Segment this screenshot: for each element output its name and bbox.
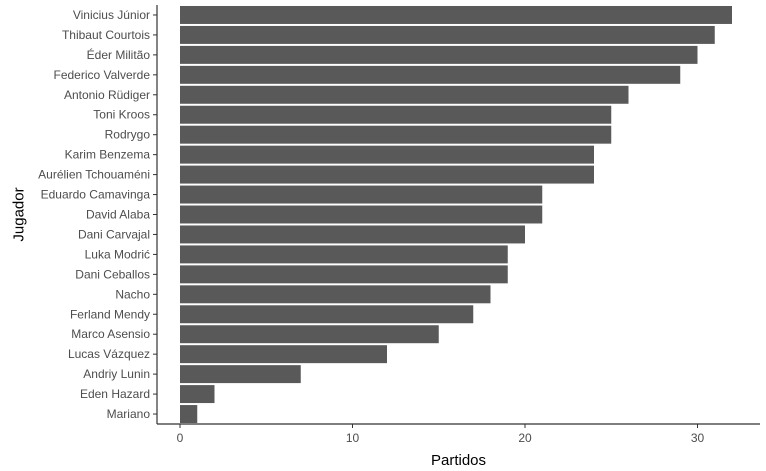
y-axis-title: Jugador [10, 187, 27, 241]
x-tick-label: 10 [346, 431, 360, 445]
y-tick-label: Nacho [115, 287, 150, 301]
x-tick-label: 20 [518, 431, 532, 445]
bar [180, 285, 491, 304]
y-tick-label: Vinicius Júnior [73, 8, 150, 22]
x-tick-label: 30 [691, 431, 705, 445]
x-tick-label: 0 [177, 431, 184, 445]
bar [180, 305, 474, 324]
y-tick-label: Toni Kroos [93, 108, 150, 122]
y-tick-label: Eduardo Camavinga [41, 188, 151, 202]
bar [180, 125, 612, 144]
y-tick-label: Antonio Rüdiger [64, 88, 150, 102]
bars-group [180, 5, 732, 424]
bar [180, 5, 732, 24]
y-tick-label: Marco Asensio [71, 327, 150, 341]
y-tick-label: Luka Modrić [85, 247, 150, 261]
y-tick-label: Aurélien Tchouaméni [38, 168, 150, 182]
y-tick-label: David Alaba [86, 208, 150, 222]
bar [180, 385, 215, 404]
y-tick-label: Ferland Mendy [70, 307, 150, 321]
bar [180, 265, 508, 284]
bar [180, 185, 543, 204]
bar [180, 105, 612, 124]
bar [180, 65, 681, 84]
y-tick-label: Federico Valverde [54, 68, 151, 82]
bar [180, 345, 387, 364]
y-axis: Vinicius Júnior Thibaut Courtois Éder Mili… [38, 5, 158, 424]
y-tick-label: Dani Ceballos [75, 267, 150, 281]
x-axis: 0 10 20 30 [157, 423, 760, 445]
y-tick-label: Mariano [107, 407, 151, 421]
bar [180, 205, 543, 224]
bar [180, 45, 698, 64]
y-tick-label: Thibaut Courtois [62, 28, 150, 42]
bar [180, 365, 301, 384]
bar [180, 25, 715, 44]
x-axis-title: Partidos [431, 452, 486, 469]
y-tick-label: Éder Militão [87, 47, 151, 62]
bar [180, 245, 508, 264]
bar [180, 145, 594, 164]
bar [180, 225, 525, 244]
y-tick-label: Karim Benzema [65, 148, 151, 162]
y-tick-label: Andriy Lunin [83, 367, 150, 381]
y-tick-label: Lucas Vázquez [68, 347, 150, 361]
y-tick-label: Eden Hazard [80, 387, 150, 401]
bar [180, 325, 439, 344]
bar [180, 405, 198, 424]
bar [180, 85, 629, 104]
y-tick-label: Dani Carvajal [78, 227, 150, 241]
y-tick-label: Rodrygo [105, 128, 151, 142]
bar [180, 165, 594, 184]
